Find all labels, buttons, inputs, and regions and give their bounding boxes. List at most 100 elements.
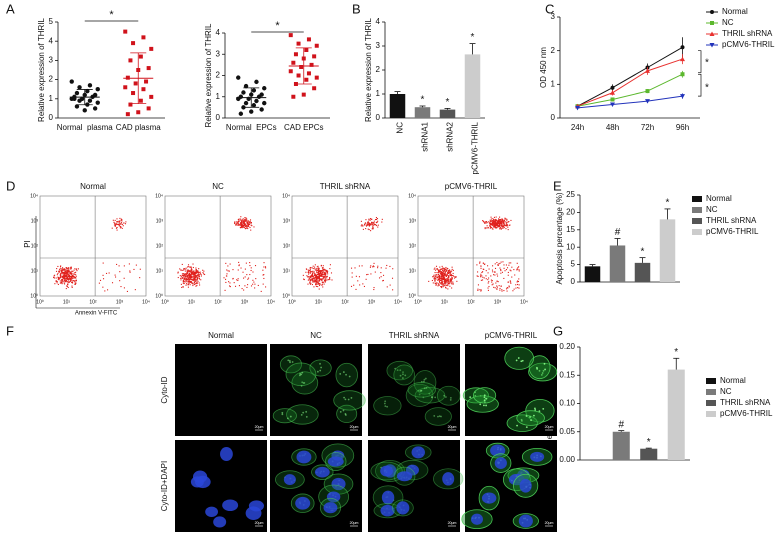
flow-event [262, 274, 264, 276]
flow-event [57, 276, 59, 278]
bar [640, 448, 658, 460]
flow-event [188, 272, 190, 274]
flow-event [238, 218, 240, 220]
legend-marker [709, 43, 715, 48]
flow-event [321, 273, 323, 275]
legend-label: NC [720, 387, 732, 396]
flow-event [99, 279, 102, 281]
flow-event [184, 274, 186, 276]
y-axis-title: Apoptosis percentage (%) [555, 192, 564, 284]
data-point [87, 83, 93, 88]
cell-cytoplasm [436, 385, 461, 406]
legend-label: pCMV6-THRIL [722, 40, 775, 49]
y-tick-label: 3 [216, 49, 221, 58]
flow-event [64, 278, 66, 280]
flow-event [434, 277, 436, 280]
flow-event [371, 228, 373, 230]
flow-event [237, 224, 239, 226]
flow-event [309, 267, 311, 269]
flow-event [441, 281, 443, 283]
flow-event [499, 287, 501, 290]
flow-event [184, 273, 186, 275]
flow-event [452, 281, 454, 283]
flow-event [187, 264, 190, 266]
flow-x-tick-label: 10⁴ [142, 299, 150, 305]
flow-event [313, 277, 315, 279]
flow-event [184, 275, 187, 277]
flow-event [437, 279, 439, 281]
data-point [149, 46, 154, 51]
flow-event [438, 280, 441, 282]
flow-event [229, 285, 231, 287]
flow-event [193, 277, 195, 280]
flow-event [315, 284, 317, 286]
flow-event [433, 268, 435, 270]
panel-letter: F [6, 323, 14, 338]
bar [389, 94, 406, 118]
flow-event [129, 270, 131, 272]
cell-cytoplasm [516, 410, 545, 426]
flow-event [67, 278, 69, 280]
flow-event [316, 277, 318, 279]
flow-event [445, 281, 448, 283]
x-tick-label: shRNA2 [446, 121, 455, 151]
flow-event [447, 278, 449, 280]
bar [659, 219, 676, 282]
flow-event [102, 262, 104, 264]
flow-event [260, 290, 262, 292]
flow-event [445, 268, 447, 270]
data-point [306, 37, 311, 42]
flow-event [187, 286, 189, 288]
flow-event [483, 277, 485, 279]
flow-event [233, 282, 235, 284]
flow-event [240, 223, 242, 225]
flow-event [244, 228, 247, 230]
flow-event [57, 272, 59, 275]
flow-event [492, 218, 494, 220]
flow-event [444, 269, 446, 272]
autophagosome [291, 361, 294, 363]
flow-event [254, 283, 256, 285]
flow-event [118, 265, 120, 267]
data-point [74, 90, 80, 96]
flow-event [194, 271, 196, 273]
legend-swatch [692, 196, 702, 202]
micrograph [175, 344, 267, 436]
flow-event [240, 221, 242, 224]
flow-event [303, 279, 305, 281]
flow-event [434, 281, 436, 283]
flow-event [374, 271, 376, 273]
flow-event [443, 276, 445, 279]
flow-event [323, 271, 325, 273]
flow-event [324, 281, 326, 283]
autophagosome [483, 401, 486, 404]
flow-event [68, 281, 70, 283]
flow-event [447, 270, 449, 272]
flow-event [476, 264, 478, 266]
data-point [254, 98, 259, 104]
bar [584, 266, 601, 282]
flow-event [317, 269, 319, 271]
flow-event [71, 286, 73, 289]
flow-event [182, 280, 184, 282]
flow-event [487, 289, 489, 291]
flow-event [351, 276, 353, 278]
flow-event [190, 266, 192, 268]
flow-event [510, 262, 512, 264]
flow-event [371, 223, 373, 225]
flow-event [69, 272, 71, 274]
autophagosome [399, 374, 402, 377]
data-point [251, 88, 257, 93]
flow-event [485, 275, 487, 277]
flow-event [187, 284, 189, 286]
flow-event [73, 269, 75, 271]
flow-event [183, 276, 185, 278]
flow-event [451, 270, 453, 272]
flow-event [490, 275, 492, 277]
flow-x-tick-label: 10⁰ [288, 299, 296, 305]
flow-event [225, 281, 227, 284]
flow-event [183, 278, 185, 280]
flow-event [249, 219, 252, 221]
autophagosome [342, 371, 345, 373]
flow-event [102, 278, 105, 280]
